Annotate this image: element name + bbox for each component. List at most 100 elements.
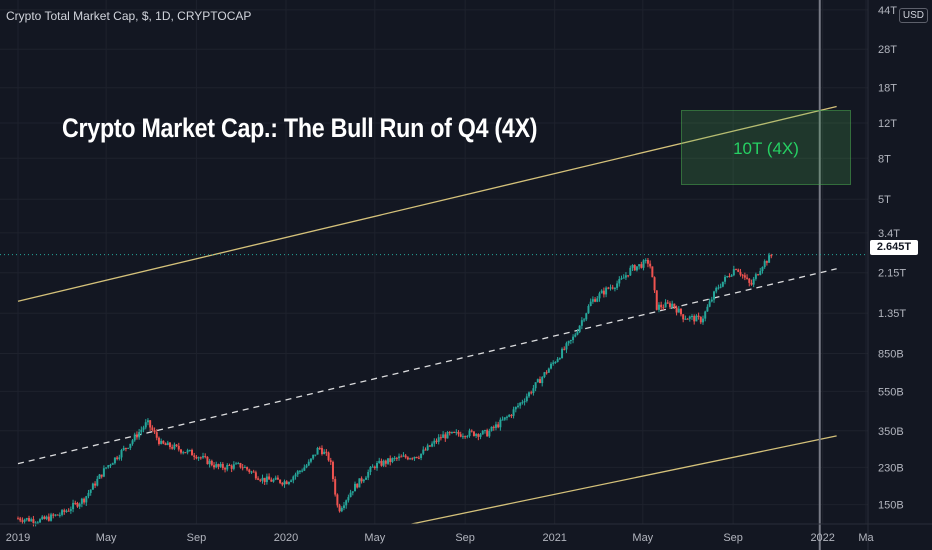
candle-body [389, 458, 392, 462]
candle-body [728, 276, 731, 278]
candle-body [23, 519, 26, 522]
candle-body [598, 293, 601, 299]
candle-body [232, 464, 235, 469]
candle-body [765, 261, 768, 263]
candle-body [475, 434, 478, 436]
candle-body [270, 479, 273, 482]
target-label: 10T (4X) [733, 139, 799, 158]
candle-body [166, 442, 169, 446]
candle-body [25, 518, 28, 520]
candle-body [45, 516, 48, 519]
candle-body [21, 520, 24, 522]
candle-body [226, 464, 229, 470]
candle-body [301, 470, 304, 472]
candle-body [589, 301, 592, 307]
candle-body [420, 453, 423, 458]
candle-body [127, 447, 130, 449]
candle-body [254, 472, 257, 479]
candle-body [611, 287, 614, 289]
candle-body [523, 401, 526, 403]
candle-body [521, 402, 524, 404]
candle-body [622, 277, 625, 279]
candle-body [424, 449, 427, 451]
candle-body [188, 449, 191, 451]
price-axis-tick-label: 12T [878, 118, 897, 130]
candle-body [162, 440, 165, 444]
candle-body [30, 519, 33, 522]
candle-body [706, 306, 709, 312]
candle-body [342, 505, 345, 509]
candle-body [607, 287, 610, 289]
candle-body [464, 436, 467, 438]
candle-body [490, 426, 493, 431]
candle-body [316, 447, 319, 455]
candle-body [195, 456, 198, 459]
candle-body [470, 430, 473, 432]
candle-body [378, 460, 381, 464]
candle-body [325, 451, 328, 453]
candle-body [497, 424, 500, 428]
candle-body [673, 303, 676, 308]
candle-body [351, 491, 354, 493]
candle-body [580, 320, 583, 326]
candle-body [695, 315, 698, 322]
candle-body [157, 437, 160, 444]
candle-body [693, 316, 696, 322]
candle-body [503, 417, 506, 420]
candle-body [353, 483, 356, 492]
candle-body [197, 457, 200, 459]
candle-body [327, 452, 330, 461]
price-axis-tick-label: 550B [878, 386, 904, 398]
candle-body [384, 460, 387, 464]
candle-body [199, 457, 202, 459]
candle-body [494, 424, 497, 428]
candle-body [173, 444, 176, 449]
candle-body [422, 449, 425, 454]
candle-body [340, 508, 343, 512]
candle-body [312, 454, 315, 459]
candle-body [160, 440, 163, 444]
candle-body [111, 463, 114, 465]
candle-body [36, 522, 39, 524]
candle-body [730, 275, 733, 277]
candle-body [591, 299, 594, 302]
candle-body [466, 436, 469, 438]
candle-body [345, 500, 348, 506]
candle-body [204, 456, 207, 458]
currency-button[interactable]: USD [898, 8, 928, 23]
candle-body [74, 502, 77, 504]
candle-body [146, 420, 149, 423]
candle-body [116, 457, 119, 459]
candle-body [168, 442, 171, 448]
candle-body [28, 518, 31, 522]
candle-body [664, 302, 667, 308]
candle-body [268, 476, 271, 480]
candle-body [556, 359, 559, 362]
candle-body [138, 432, 141, 438]
candle-body [334, 479, 337, 495]
candle-body [717, 287, 720, 289]
candle-body [578, 325, 581, 332]
candle-body [642, 260, 645, 268]
candle-body [596, 298, 599, 302]
candle-body [505, 416, 508, 418]
candle-body [585, 313, 588, 320]
candle-body [100, 474, 103, 477]
candle-body [541, 377, 544, 384]
candle-body [770, 255, 773, 257]
candle-body [32, 519, 35, 523]
candle-body [257, 478, 260, 480]
candle-body [455, 431, 458, 433]
candle-body [182, 452, 185, 454]
candle-body [47, 516, 50, 521]
candle-body [69, 509, 72, 511]
candle-body [298, 470, 301, 472]
candle-body [602, 290, 605, 295]
candle-body [279, 479, 282, 483]
candle-body [446, 432, 449, 439]
candle-body [296, 471, 299, 475]
candle-body [263, 477, 266, 483]
candle-body [726, 276, 729, 278]
